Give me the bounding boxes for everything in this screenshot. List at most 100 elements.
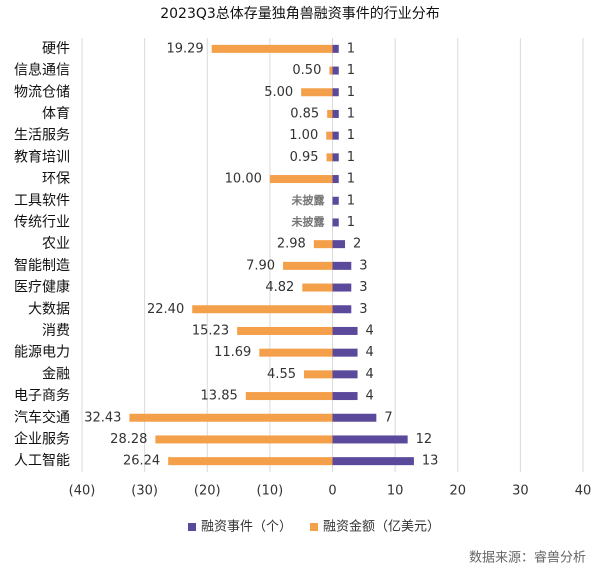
value-label: 4 (366, 323, 374, 338)
value-label: 1 (347, 63, 355, 78)
value-label: 1 (347, 193, 355, 208)
bar (332, 392, 358, 401)
category-label: 人工智能 (14, 453, 70, 469)
category-label: 金融 (42, 366, 70, 382)
bar (155, 435, 333, 444)
value-label: 1 (347, 85, 355, 100)
value-label: 12 (416, 432, 433, 447)
x-tick-label: 20 (449, 484, 466, 499)
value-label: 4.82 (265, 280, 294, 295)
category-label: 生活服务 (14, 128, 70, 144)
bar (332, 435, 408, 444)
bar (332, 175, 339, 184)
category-label: 工具软件 (14, 193, 70, 209)
value-label: 1 (347, 172, 355, 187)
bar (332, 109, 339, 118)
value-label: 7 (384, 410, 392, 425)
source-note: 数据来源：睿兽分析 (469, 551, 586, 566)
value-label: 2.98 (277, 237, 306, 252)
chart-title: 2023Q3总体存量独角兽融资事件的行业分布 (160, 6, 440, 22)
x-tick-label: (10) (257, 484, 284, 499)
x-tick-label: 40 (575, 484, 592, 499)
category-label: 教育培训 (14, 149, 70, 165)
value-label: 19.29 (166, 41, 203, 56)
bar (168, 457, 333, 466)
value-label: 13.85 (201, 389, 238, 404)
legend-label: 融资金额（亿美元） (323, 519, 440, 535)
category-label: 医疗健康 (14, 279, 70, 296)
bar (332, 196, 339, 205)
value-label: 0.85 (290, 106, 319, 121)
bar (302, 283, 333, 292)
x-tick-label: 10 (387, 484, 404, 499)
category-label: 体育 (42, 106, 70, 122)
value-label: 3 (359, 302, 367, 317)
bar (283, 261, 333, 270)
category-label: 智能制造 (14, 258, 70, 274)
category-label: 传统行业 (14, 214, 70, 230)
bar (192, 305, 333, 314)
bar (332, 153, 339, 162)
value-label: 2 (353, 237, 361, 252)
bar (327, 109, 333, 118)
bar (332, 283, 352, 292)
bar (332, 413, 377, 422)
x-tick-label: (20) (194, 484, 221, 499)
bar (332, 370, 358, 379)
category-label: 农业 (42, 236, 70, 252)
value-label: 1.00 (289, 128, 318, 143)
x-tick-label: (40) (69, 484, 96, 499)
bar (332, 66, 339, 75)
value-label: 未披露 (291, 214, 326, 228)
category-label: 电子商务 (14, 388, 70, 404)
bar (304, 370, 333, 379)
x-tick-label: 0 (328, 484, 336, 499)
bar (332, 240, 346, 249)
bar (332, 457, 414, 466)
value-label: 22.40 (147, 302, 184, 317)
value-label: 1 (347, 106, 355, 121)
category-label: 大数据 (28, 301, 70, 317)
bar (313, 240, 333, 249)
bar (332, 218, 339, 227)
legend-swatch (310, 523, 318, 531)
bar (211, 44, 333, 53)
value-label: 0.95 (290, 150, 319, 165)
value-label: 7.90 (246, 258, 275, 273)
value-label: 4 (366, 345, 374, 360)
category-label: 能源电力 (14, 345, 70, 361)
value-label: 未披露 (291, 193, 326, 207)
bar (332, 326, 358, 335)
value-label: 4 (366, 389, 374, 404)
value-label: 5.00 (264, 85, 293, 100)
value-label: 1 (347, 41, 355, 56)
value-label: 3 (359, 258, 367, 273)
bar (332, 88, 339, 97)
value-label: 11.69 (214, 345, 251, 360)
bar (301, 88, 333, 97)
bar (326, 153, 333, 162)
value-label: 13 (422, 454, 439, 469)
legend-swatch (188, 523, 196, 531)
category-label: 信息通信 (14, 62, 70, 79)
value-label: 32.43 (84, 410, 121, 425)
bar (332, 348, 358, 357)
category-label: 企业服务 (14, 430, 70, 447)
value-label: 1 (347, 150, 355, 165)
bar (237, 326, 333, 335)
value-label: 26.24 (123, 454, 160, 469)
legend-label: 融资事件（个） (201, 520, 292, 535)
value-label: 28.28 (110, 432, 147, 447)
x-tick-label: (30) (131, 484, 158, 499)
bar (332, 261, 352, 270)
category-label: 消费 (42, 323, 70, 339)
bar (332, 131, 339, 140)
bar (269, 175, 333, 184)
bar (245, 392, 333, 401)
category-label: 汽车交通 (14, 409, 70, 426)
value-label: 0.50 (292, 63, 321, 78)
value-label: 4.55 (267, 367, 296, 382)
x-tick-label: 30 (512, 484, 529, 499)
bar (329, 66, 333, 75)
